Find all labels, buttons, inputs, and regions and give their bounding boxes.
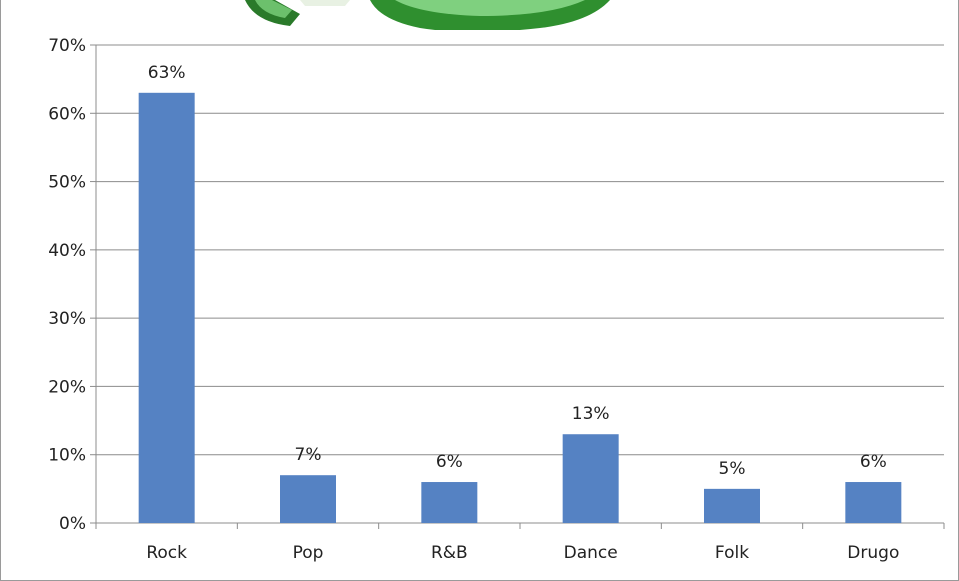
gridlines bbox=[96, 44, 944, 456]
x-category-label: Dance bbox=[564, 543, 618, 563]
x-category-label: Rock bbox=[146, 543, 187, 563]
data-label: 7% bbox=[295, 445, 322, 465]
bars bbox=[138, 92, 902, 524]
bar-pop bbox=[280, 475, 336, 523]
data-label: 5% bbox=[719, 459, 746, 479]
bar-dance bbox=[562, 434, 619, 523]
green-leaf-decoration-icon bbox=[245, 0, 610, 30]
x-category-label: R&B bbox=[431, 543, 468, 563]
data-label: 13% bbox=[572, 404, 610, 424]
y-tick-label: 60% bbox=[48, 104, 86, 124]
y-tick-label: 40% bbox=[48, 241, 86, 261]
data-label: 6% bbox=[436, 452, 463, 472]
y-tick-label: 30% bbox=[48, 309, 86, 329]
y-tick-label: 50% bbox=[48, 173, 86, 193]
bar-folk bbox=[704, 488, 760, 523]
y-tick-labels: 0% 10% 20% 30% 40% 50% 60% 70% bbox=[48, 36, 86, 534]
x-category-label: Pop bbox=[293, 543, 324, 563]
axes bbox=[90, 44, 945, 529]
y-tick-label: 20% bbox=[48, 377, 86, 397]
y-tick-label: 10% bbox=[48, 446, 86, 466]
data-label: 63% bbox=[148, 63, 186, 83]
y-tick-label: 0% bbox=[59, 514, 86, 534]
bar-drugo bbox=[845, 482, 902, 523]
x-category-labels: Rock Pop R&B Dance Folk Drugo bbox=[146, 543, 899, 563]
y-tick-label: 70% bbox=[48, 36, 86, 56]
data-labels: 63% 7% 6% 13% 5% 6% bbox=[148, 63, 887, 479]
x-category-label: Drugo bbox=[847, 543, 899, 563]
data-label: 6% bbox=[860, 452, 887, 472]
bar-rock bbox=[138, 92, 195, 524]
x-category-label: Folk bbox=[715, 543, 749, 563]
bar-rb bbox=[421, 482, 478, 523]
